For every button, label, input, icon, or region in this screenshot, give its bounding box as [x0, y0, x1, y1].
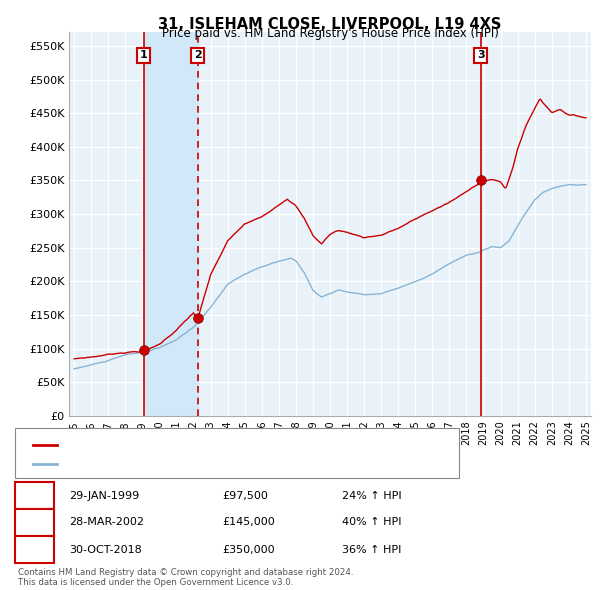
Text: 36% ↑ HPI: 36% ↑ HPI	[342, 545, 401, 555]
Text: HPI: Average price, detached house, Liverpool: HPI: Average price, detached house, Live…	[60, 460, 301, 469]
Text: 40% ↑ HPI: 40% ↑ HPI	[342, 517, 401, 527]
Text: 3: 3	[477, 51, 484, 60]
Text: Contains HM Land Registry data © Crown copyright and database right 2024.
This d: Contains HM Land Registry data © Crown c…	[18, 568, 353, 587]
Text: £97,500: £97,500	[222, 491, 268, 500]
Text: 31, ISLEHAM CLOSE, LIVERPOOL, L19 4XS: 31, ISLEHAM CLOSE, LIVERPOOL, L19 4XS	[158, 17, 502, 31]
Text: 29-JAN-1999: 29-JAN-1999	[69, 491, 139, 500]
Text: 1: 1	[140, 51, 148, 60]
Text: 24% ↑ HPI: 24% ↑ HPI	[342, 491, 401, 500]
Text: £145,000: £145,000	[222, 517, 275, 527]
Text: £350,000: £350,000	[222, 545, 275, 555]
Text: 3: 3	[30, 543, 39, 556]
Text: 2: 2	[194, 51, 202, 60]
Text: Price paid vs. HM Land Registry's House Price Index (HPI): Price paid vs. HM Land Registry's House …	[161, 27, 499, 40]
Text: 2: 2	[30, 516, 39, 529]
Text: 28-MAR-2002: 28-MAR-2002	[69, 517, 144, 527]
Bar	[144, 32, 197, 416]
Text: 31, ISLEHAM CLOSE, LIVERPOOL, L19 4XS (detached house): 31, ISLEHAM CLOSE, LIVERPOOL, L19 4XS (d…	[60, 441, 371, 450]
Text: 1: 1	[30, 489, 39, 502]
Text: 30-OCT-2018: 30-OCT-2018	[69, 545, 142, 555]
